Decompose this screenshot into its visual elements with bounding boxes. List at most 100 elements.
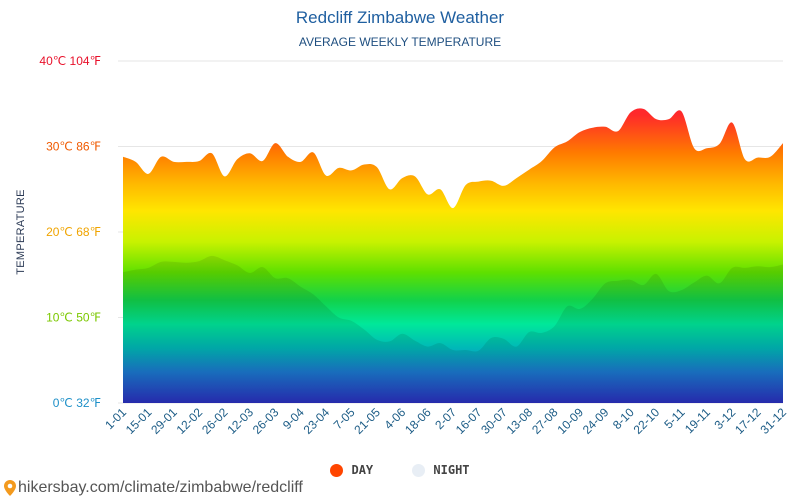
night-data-point[interactable] [514,345,518,349]
day-data-point[interactable] [616,129,620,133]
day-data-point[interactable] [527,168,531,172]
day-data-point[interactable] [718,142,722,146]
night-data-point[interactable] [121,270,125,274]
day-data-point[interactable] [286,155,290,159]
day-data-point[interactable] [679,109,683,113]
night-data-point[interactable] [311,292,315,296]
day-data-point[interactable] [223,174,227,178]
day-data-point[interactable] [210,151,214,155]
day-data-point[interactable] [578,130,582,134]
day-data-point[interactable] [299,160,303,164]
day-data-point[interactable] [197,159,201,163]
day-data-point[interactable] [603,125,607,129]
day-data-point[interactable] [781,141,785,145]
night-data-point[interactable] [337,316,341,320]
day-data-point[interactable] [235,157,239,161]
day-data-point[interactable] [184,160,188,164]
day-data-point[interactable] [388,187,392,191]
night-data-point[interactable] [172,260,176,264]
day-data-point[interactable] [146,172,150,176]
day-data-point[interactable] [692,146,696,150]
night-data-point[interactable] [603,281,607,285]
night-data-point[interactable] [400,332,404,336]
night-data-point[interactable] [768,265,772,269]
day-data-point[interactable] [451,206,455,210]
night-data-point[interactable] [349,319,353,323]
night-data-point[interactable] [781,262,785,266]
day-data-point[interactable] [362,162,366,166]
day-data-point[interactable] [565,139,569,143]
night-data-point[interactable] [502,337,506,341]
day-data-point[interactable] [413,174,417,178]
night-data-point[interactable] [743,266,747,270]
night-data-point[interactable] [223,258,227,262]
night-data-point[interactable] [692,280,696,284]
day-data-point[interactable] [489,179,493,183]
day-data-point[interactable] [337,166,341,170]
day-data-point[interactable] [743,157,747,161]
night-data-point[interactable] [464,348,468,352]
night-data-point[interactable] [299,285,303,289]
night-data-point[interactable] [184,261,188,265]
day-data-point[interactable] [121,155,125,159]
night-data-point[interactable] [553,324,557,328]
night-data-point[interactable] [476,349,480,353]
night-data-point[interactable] [286,276,290,280]
day-data-point[interactable] [172,160,176,164]
night-data-point[interactable] [679,288,683,292]
night-data-point[interactable] [134,268,138,272]
night-data-point[interactable] [616,279,620,283]
night-data-point[interactable] [438,341,442,345]
night-data-point[interactable] [705,274,709,278]
day-data-point[interactable] [375,165,379,169]
legend-item-day[interactable]: DAY [330,463,373,477]
day-data-point[interactable] [553,145,557,149]
night-data-point[interactable] [489,336,493,340]
day-data-point[interactable] [756,156,760,160]
day-data-point[interactable] [400,176,404,180]
night-data-point[interactable] [273,276,277,280]
day-data-point[interactable] [159,155,163,159]
night-data-point[interactable] [159,260,163,264]
night-data-point[interactable] [654,272,658,276]
day-data-point[interactable] [248,151,252,155]
night-data-point[interactable] [413,339,417,343]
night-data-point[interactable] [146,266,150,270]
source-url[interactable]: hikersbay.com/climate/zimbabwe/redcliff [18,479,303,496]
night-data-point[interactable] [248,271,252,275]
day-data-point[interactable] [134,160,138,164]
night-data-point[interactable] [565,304,569,308]
night-data-point[interactable] [261,265,265,269]
day-data-point[interactable] [667,117,671,121]
night-data-point[interactable] [527,330,531,334]
day-data-point[interactable] [654,117,658,121]
night-data-point[interactable] [718,281,722,285]
day-data-point[interactable] [705,146,709,150]
day-data-point[interactable] [768,155,772,159]
day-data-point[interactable] [349,168,353,172]
day-data-point[interactable] [629,110,633,114]
day-data-point[interactable] [273,141,277,145]
night-data-point[interactable] [641,283,645,287]
night-data-point[interactable] [629,278,633,282]
day-data-point[interactable] [591,126,595,130]
night-data-point[interactable] [362,327,366,331]
day-data-point[interactable] [464,183,468,187]
night-data-point[interactable] [426,345,430,349]
night-data-point[interactable] [197,259,201,263]
night-data-point[interactable] [756,264,760,268]
day-data-point[interactable] [730,121,734,125]
night-data-point[interactable] [540,331,544,335]
day-data-point[interactable] [476,180,480,184]
day-data-point[interactable] [426,192,430,196]
night-data-point[interactable] [730,266,734,270]
night-data-point[interactable] [451,348,455,352]
day-data-point[interactable] [540,159,544,163]
day-data-point[interactable] [641,107,645,111]
night-data-point[interactable] [591,297,595,301]
source-footer[interactable]: hikersbay.com/climate/zimbabwe/redcliff [4,479,303,497]
night-data-point[interactable] [210,254,214,258]
day-data-point[interactable] [502,184,506,188]
day-data-point[interactable] [311,150,315,154]
night-data-point[interactable] [324,304,328,308]
